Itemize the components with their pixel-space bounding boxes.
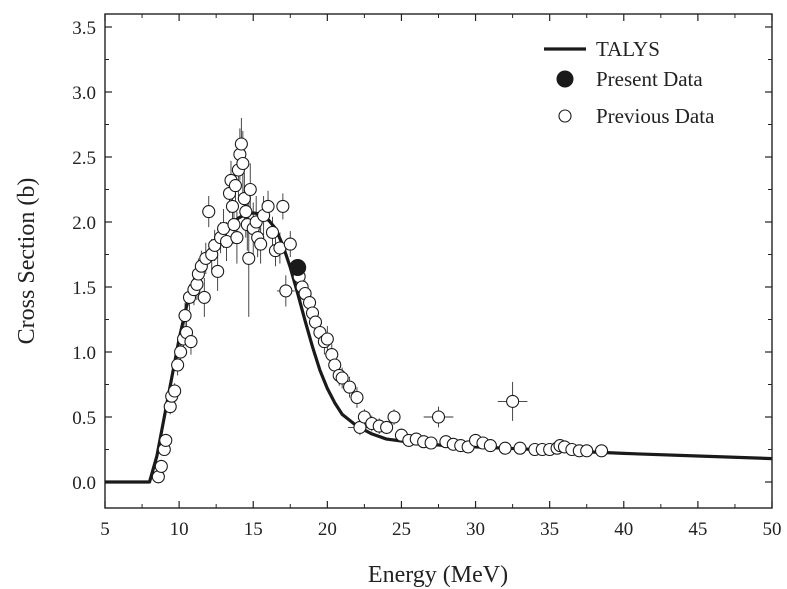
previous-data-point (225, 199, 240, 213)
previous-data-point (211, 264, 225, 278)
present-data-point (289, 259, 307, 276)
previous-data-point (380, 420, 394, 434)
previous-data-point (242, 251, 256, 265)
y-tick-label: 0.0 (72, 473, 96, 494)
previous-data-point (228, 179, 242, 193)
previous-data-point (234, 137, 248, 151)
previous-data-point (350, 390, 364, 405)
legend-previous-data-marker (558, 109, 572, 123)
previous-data-point (506, 394, 520, 408)
previous-data-point (174, 345, 188, 359)
previous-data-point (230, 231, 244, 245)
previous-data-point (594, 444, 609, 458)
axis-ticks: 5 10 15 20 25 30 35 40 45 50 0.0 0.5 1.0 1.5 2.0 2.5 3.0… (72, 14, 782, 540)
previous-data-point (159, 433, 173, 447)
previous-data-point (243, 182, 257, 197)
x-axis-title: Energy (MeV) (368, 562, 508, 588)
x-tick-label: 20 (318, 519, 337, 540)
previous-data-point (184, 335, 198, 349)
y-tick-label: 1.0 (72, 343, 96, 364)
previous-data-point (239, 205, 253, 219)
previous-data-point (276, 199, 290, 213)
previous-data-point (178, 309, 192, 323)
x-tick-label: 5 (100, 519, 110, 540)
previous-data-point (279, 284, 293, 298)
x-tick-label: 40 (614, 519, 633, 540)
previous-data-point (265, 225, 280, 239)
previous-data-point (498, 441, 512, 455)
previous-data-point (171, 358, 185, 372)
previous-data-point (254, 237, 268, 251)
previous-data-point (283, 237, 297, 251)
previous-data-point (168, 384, 182, 398)
x-tick-label: 25 (392, 519, 411, 540)
x-tick-label: 50 (763, 519, 782, 540)
legend-label-previous-data: Previous Data (596, 104, 715, 128)
previous-data-point (424, 436, 438, 450)
previous-data-point (197, 290, 211, 304)
y-tick-label: 2.5 (72, 148, 96, 169)
previous-data-point (580, 444, 594, 458)
legend-present-data-marker (556, 70, 574, 88)
legend: TALYS Present Data Previous Data (544, 37, 715, 128)
previous-data-point (513, 441, 527, 455)
previous-data-point (154, 459, 168, 473)
y-tick-label: 1.5 (72, 278, 96, 299)
y-tick-label: 3.5 (72, 18, 96, 39)
x-tick-label: 10 (170, 519, 189, 540)
legend-label-talys: TALYS (596, 37, 660, 61)
x-tick-label: 30 (466, 519, 485, 540)
previous-data-point (237, 192, 251, 206)
previous-data-point (335, 371, 349, 385)
y-tick-label: 2.0 (72, 213, 96, 234)
y-axis-title: Cross Section (b) (14, 178, 40, 345)
previous-data-point (227, 218, 241, 232)
previous-data-point (261, 199, 275, 213)
previous-data-point (236, 156, 250, 171)
previous-data-point (431, 410, 446, 424)
previous-data-point (320, 332, 334, 346)
x-tick-label: 45 (688, 519, 707, 540)
previous-data-point (343, 380, 357, 394)
legend-label-present-data: Present Data (596, 67, 703, 91)
previous-data-point (483, 439, 497, 453)
x-tick-label: 15 (244, 519, 263, 540)
previous-data-point (387, 410, 401, 424)
y-tick-label: 3.0 (72, 83, 96, 104)
y-tick-label: 0.5 (72, 408, 96, 429)
data-layer (105, 118, 773, 484)
x-tick-label: 35 (540, 519, 559, 540)
previous-data-point (202, 205, 216, 219)
